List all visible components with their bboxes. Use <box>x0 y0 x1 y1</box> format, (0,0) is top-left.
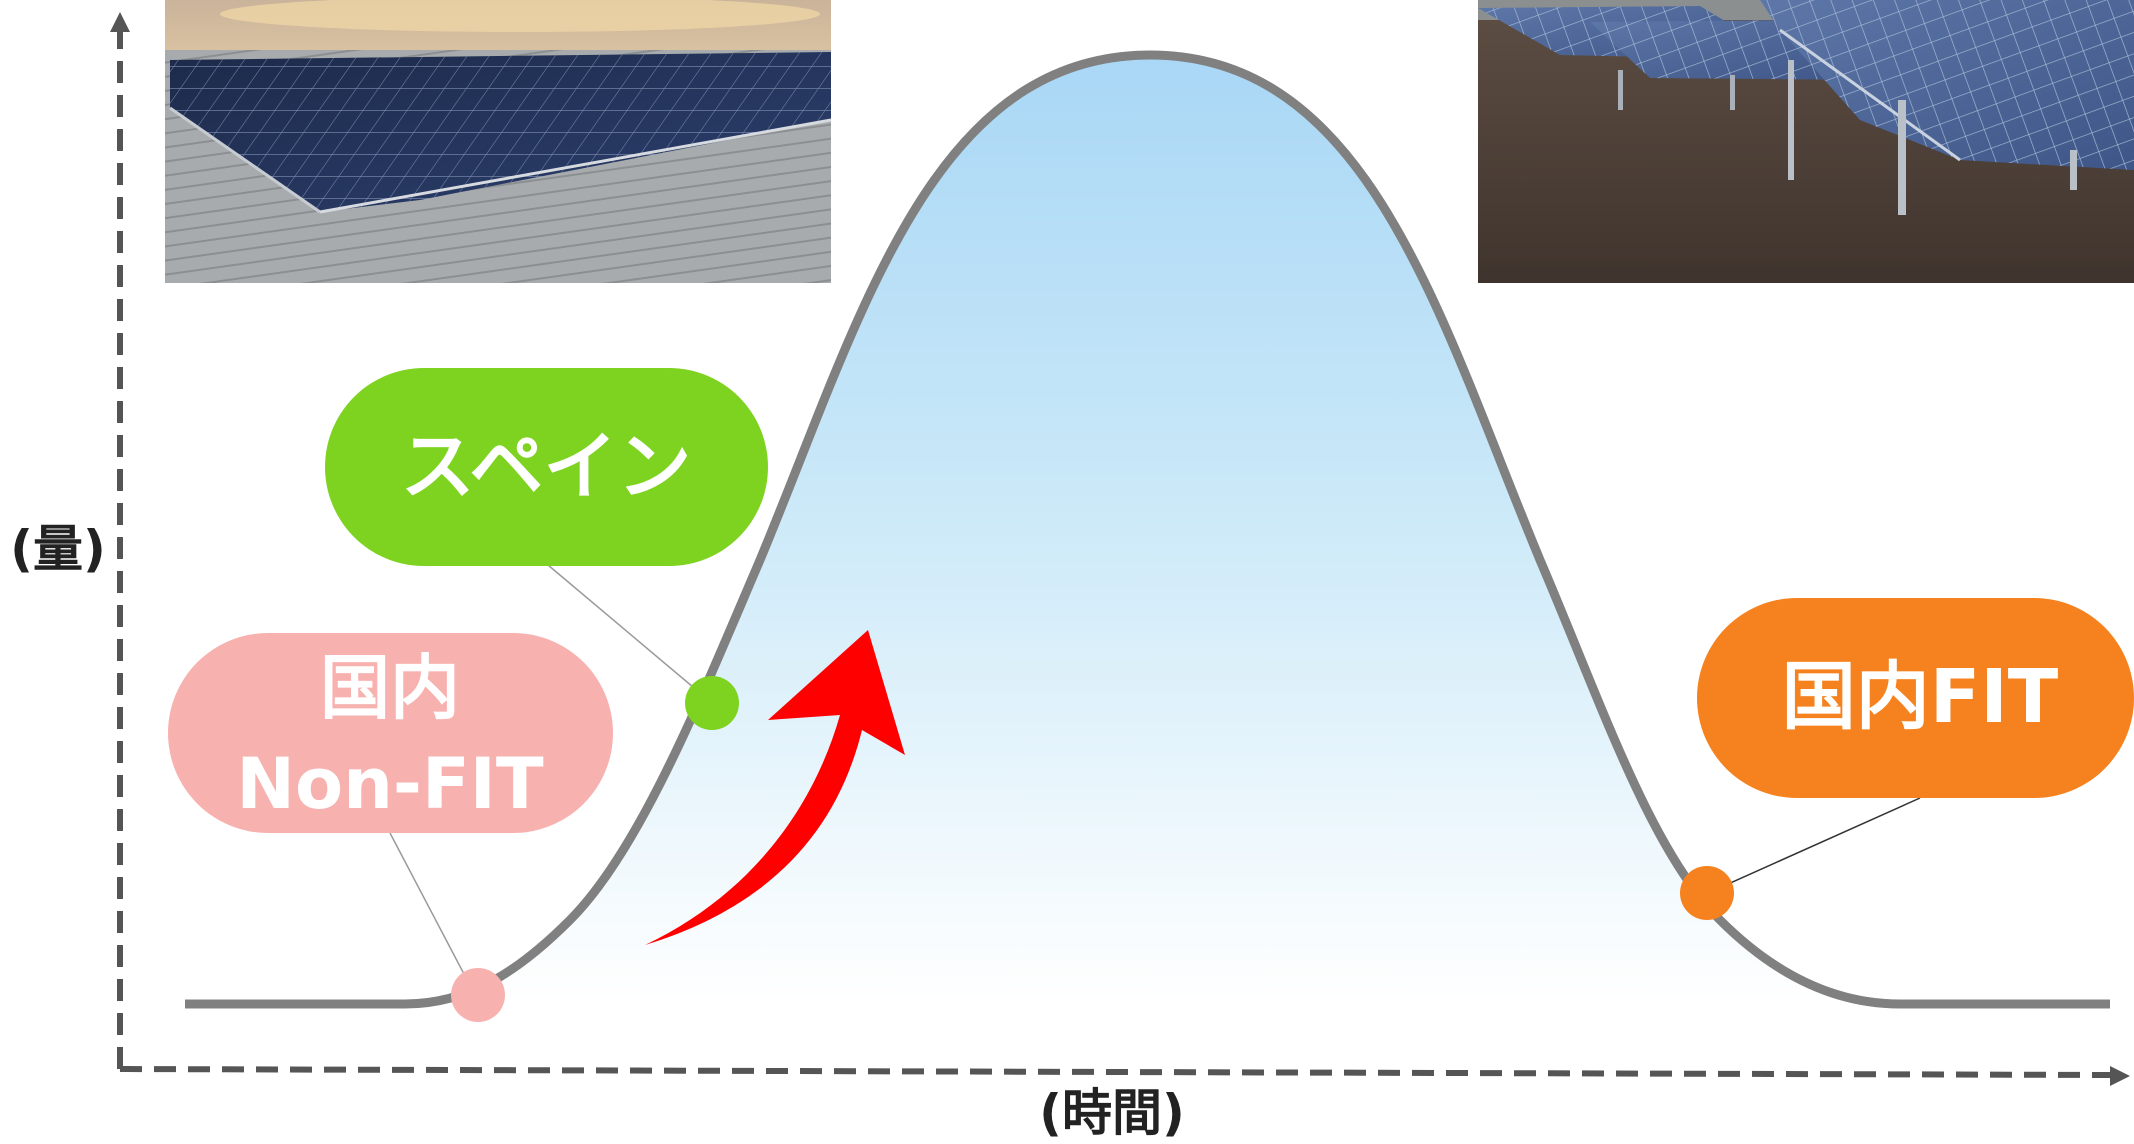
non-fit-callout: 国内 Non-FIT <box>168 633 613 833</box>
x-axis <box>119 1066 2130 1086</box>
non-fit-callout-line1: 国内 <box>320 647 460 729</box>
fit-marker <box>1680 866 1734 920</box>
non-fit-callout-line2: Non-FIT <box>236 743 543 825</box>
y-axis <box>110 12 130 1069</box>
spain-callout-label: スペイン <box>401 424 692 510</box>
spain-marker <box>685 676 739 730</box>
y-axis-label: (量) <box>10 520 106 578</box>
adoption-curve-line <box>185 50 2110 1009</box>
spain-leader-line <box>547 564 713 704</box>
fit-callout-label: 国内FIT <box>1782 654 2059 740</box>
ground-solar-photo <box>1478 0 2134 283</box>
fit-leader-line <box>1707 797 1921 894</box>
non-fit-marker <box>451 968 505 1022</box>
non-fit-leader-line <box>389 832 476 996</box>
x-axis-arrowhead-icon <box>2110 1066 2130 1086</box>
y-axis-arrowhead-icon <box>110 12 130 32</box>
adoption-curve-fill <box>405 55 1900 1004</box>
spain-callout: スペイン <box>325 368 768 566</box>
x-axis-label: (時間) <box>1039 1084 1185 1142</box>
growth-arrow-icon <box>645 630 905 945</box>
rooftop-solar-photo <box>165 0 831 283</box>
fit-callout: 国内FIT <box>1697 598 2134 798</box>
